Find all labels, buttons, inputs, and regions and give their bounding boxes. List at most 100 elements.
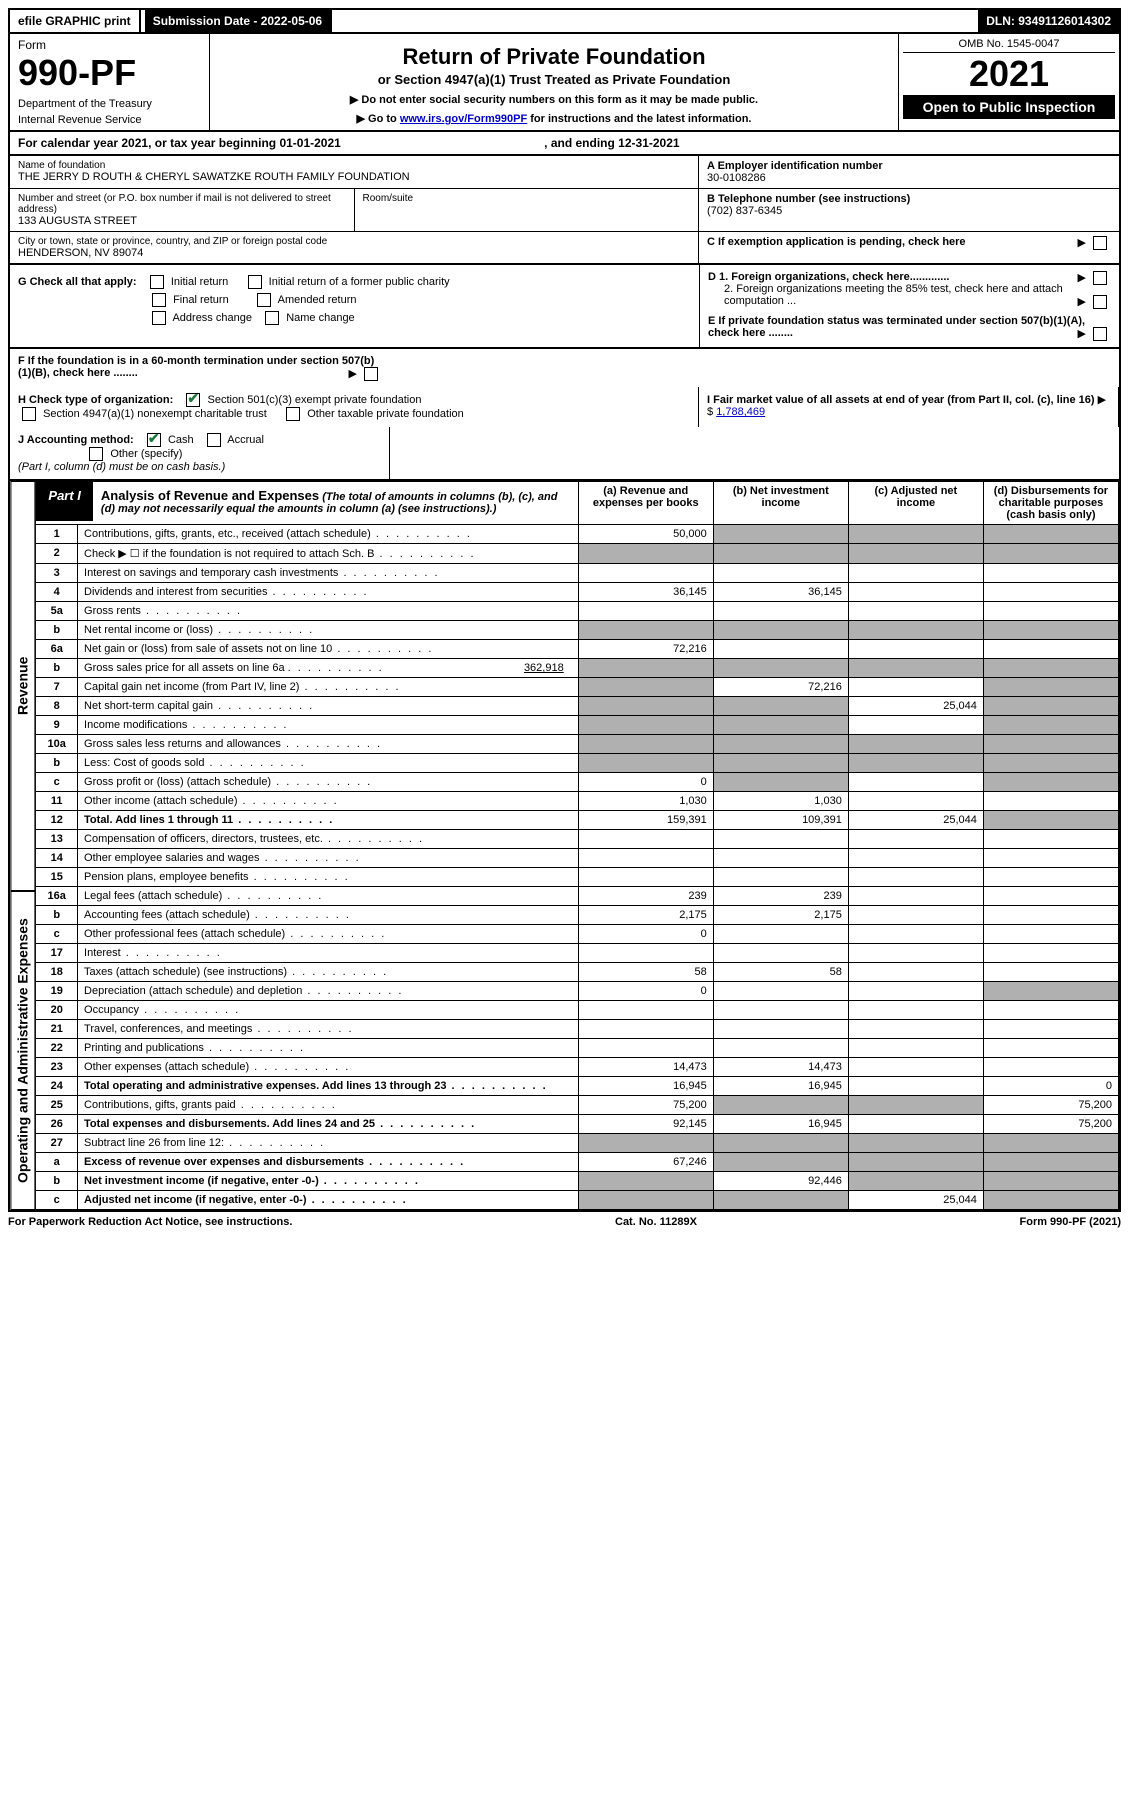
cb-d1[interactable] xyxy=(1093,271,1107,285)
col-c xyxy=(848,944,983,963)
cb-other-taxable[interactable] xyxy=(286,407,300,421)
line-num: c xyxy=(36,925,78,944)
line-desc: Gross profit or (loss) (attach schedule) xyxy=(78,773,579,792)
col-a: 159,391 xyxy=(578,811,713,830)
instr-ssn: ▶ Do not enter social security numbers o… xyxy=(218,93,890,106)
cb-d2[interactable] xyxy=(1093,295,1107,309)
cb-other-method[interactable] xyxy=(89,447,103,461)
line-desc: Total operating and administrative expen… xyxy=(78,1077,579,1096)
col-b xyxy=(713,830,848,849)
table-row: 26Total expenses and disbursements. Add … xyxy=(36,1115,1119,1134)
col-c xyxy=(848,830,983,849)
line-num: 1 xyxy=(36,525,78,544)
line-num: 3 xyxy=(36,564,78,583)
col-d xyxy=(983,925,1118,944)
form-title: Return of Private Foundation xyxy=(218,44,890,70)
dln-label: DLN: 93491126014302 xyxy=(978,10,1119,32)
h-opt3: Other taxable private foundation xyxy=(307,408,464,420)
col-a: 0 xyxy=(578,925,713,944)
col-c xyxy=(848,1001,983,1020)
col-d xyxy=(983,1172,1118,1191)
line-desc: Legal fees (attach schedule) xyxy=(78,887,579,906)
cb-final-return[interactable] xyxy=(152,293,166,307)
col-a xyxy=(578,1134,713,1153)
col-b xyxy=(713,602,848,621)
col-c xyxy=(848,1172,983,1191)
efile-button[interactable]: efile GRAPHIC print xyxy=(10,10,141,32)
cb-initial-return[interactable] xyxy=(150,275,164,289)
line-num: c xyxy=(36,773,78,792)
cb-address-change[interactable] xyxy=(152,311,166,325)
open-to-public: Open to Public Inspection xyxy=(903,95,1115,119)
calendar-end: , and ending 12-31-2021 xyxy=(544,136,679,150)
col-d xyxy=(983,583,1118,602)
col-d xyxy=(983,1191,1118,1210)
col-d xyxy=(983,944,1118,963)
part1-table: Part I Analysis of Revenue and Expenses … xyxy=(35,481,1119,1210)
col-b: 36,145 xyxy=(713,583,848,602)
col-a-header: (a) Revenue and expenses per books xyxy=(578,482,713,525)
revenue-vert-label: Revenue xyxy=(10,481,35,891)
col-a: 72,216 xyxy=(578,640,713,659)
col-d xyxy=(983,1020,1118,1039)
j-accrual: Accrual xyxy=(227,434,264,446)
j-note: (Part I, column (d) must be on cash basi… xyxy=(18,461,225,473)
table-row: 25Contributions, gifts, grants paid75,20… xyxy=(36,1096,1119,1115)
col-d xyxy=(983,735,1118,754)
col-b xyxy=(713,754,848,773)
cb-cash[interactable] xyxy=(147,433,161,447)
g-d-section: G Check all that apply: Initial return I… xyxy=(8,265,1121,349)
cb-e[interactable] xyxy=(1093,327,1107,341)
col-d xyxy=(983,906,1118,925)
line-desc: Interest xyxy=(78,944,579,963)
col-b: 14,473 xyxy=(713,1058,848,1077)
cat-no: Cat. No. 11289X xyxy=(615,1216,697,1228)
cb-amended-return[interactable] xyxy=(257,293,271,307)
form-ref: Form 990-PF (2021) xyxy=(1020,1216,1121,1228)
line-desc: Capital gain net income (from Part IV, l… xyxy=(78,678,579,697)
table-row: 19Depreciation (attach schedule) and dep… xyxy=(36,982,1119,1001)
room-label: Room/suite xyxy=(363,193,691,204)
col-d-header: (d) Disbursements for charitable purpose… xyxy=(983,482,1118,525)
expenses-vert-label: Operating and Administrative Expenses xyxy=(10,891,35,1210)
table-row: bNet investment income (if negative, ent… xyxy=(36,1172,1119,1191)
cb-501c3[interactable] xyxy=(186,393,200,407)
table-row: 24Total operating and administrative exp… xyxy=(36,1077,1119,1096)
col-c xyxy=(848,621,983,640)
line-num: b xyxy=(36,754,78,773)
col-c xyxy=(848,1077,983,1096)
tel-value: (702) 837-6345 xyxy=(707,205,1111,217)
addr-label: Number and street (or P.O. box number if… xyxy=(18,193,346,215)
i-value[interactable]: 1,788,469 xyxy=(716,406,765,418)
cb-f[interactable] xyxy=(364,367,378,381)
paperwork-notice: For Paperwork Reduction Act Notice, see … xyxy=(8,1216,292,1228)
col-c xyxy=(848,659,983,678)
col-d xyxy=(983,1039,1118,1058)
col-a xyxy=(578,830,713,849)
col-d xyxy=(983,564,1118,583)
tel-label: B Telephone number (see instructions) xyxy=(707,193,1111,205)
cb-name-change[interactable] xyxy=(265,311,279,325)
col-b xyxy=(713,849,848,868)
line-num: 21 xyxy=(36,1020,78,1039)
irs-link[interactable]: www.irs.gov/Form990PF xyxy=(400,113,527,125)
col-b xyxy=(713,1020,848,1039)
col-a xyxy=(578,544,713,564)
col-c xyxy=(848,678,983,697)
cb-4947[interactable] xyxy=(22,407,36,421)
cb-accrual[interactable] xyxy=(207,433,221,447)
line-desc: Contributions, gifts, grants, etc., rece… xyxy=(78,525,579,544)
line-desc: Less: Cost of goods sold xyxy=(78,754,579,773)
table-row: cAdjusted net income (if negative, enter… xyxy=(36,1191,1119,1210)
line-desc: Taxes (attach schedule) (see instruction… xyxy=(78,963,579,982)
cb-initial-former[interactable] xyxy=(248,275,262,289)
col-b xyxy=(713,544,848,564)
col-a: 1,030 xyxy=(578,792,713,811)
line-num: 22 xyxy=(36,1039,78,1058)
j-label: J Accounting method: xyxy=(18,434,134,446)
line-desc: Total expenses and disbursements. Add li… xyxy=(78,1115,579,1134)
line-num: 25 xyxy=(36,1096,78,1115)
c-checkbox[interactable] xyxy=(1093,236,1107,250)
form-number: 990-PF xyxy=(18,52,201,94)
col-d xyxy=(983,659,1118,678)
